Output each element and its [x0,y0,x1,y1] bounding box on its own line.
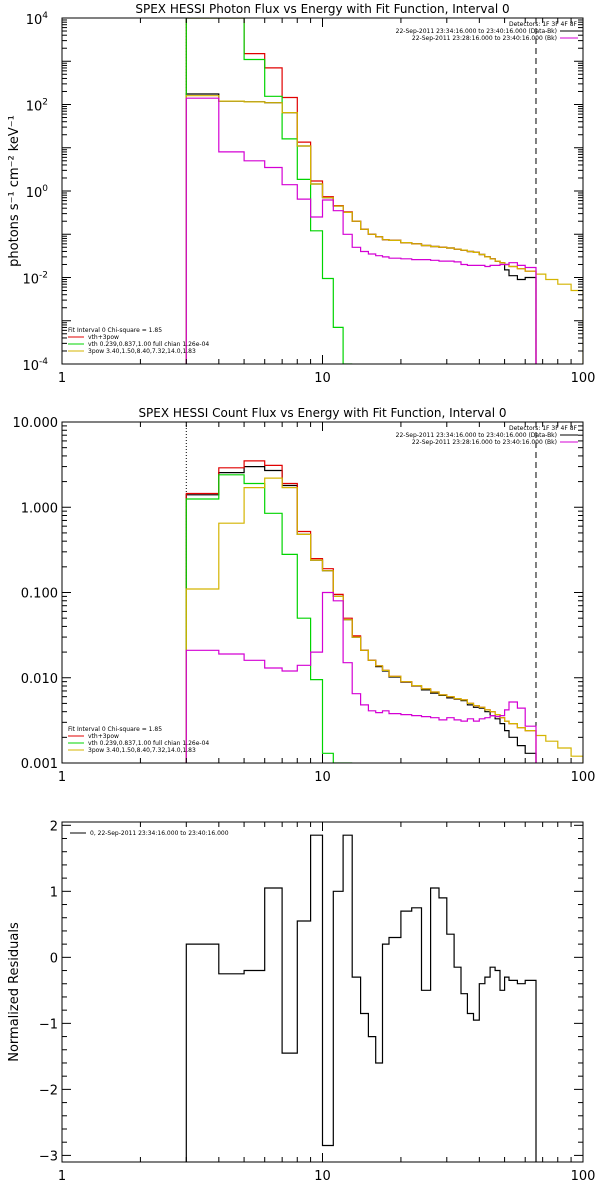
y-tick-label: 0.010 [21,672,58,687]
y-tick-label: 102 [26,98,48,115]
y-tick-exponent: -4 [39,357,48,367]
series-2-line [185,474,353,763]
y-tick-label: −3 [39,1149,58,1164]
legend-top-entry: 22-Sep-2011 23:34:16.000 to 23:40:16.000… [396,28,557,35]
y-tick-base: 10 [26,100,43,115]
legend-top-entry: 22-Sep-2011 23:28:16.000 to 23:40:16.000… [412,35,557,42]
y-tick-label: 10-2 [22,271,48,288]
x-tick-label: 1 [58,770,66,785]
series-3-line [185,477,583,763]
y-axis-label: photons s⁻¹ cm⁻² keV⁻¹ [7,115,22,267]
y-tick-label: 2 [50,819,58,834]
y-tick-label: 0.001 [21,757,58,772]
x-tick-label: 100 [571,371,596,386]
legend-bottom-entry: Fit Interval 0 Chi-square = 1.85 [68,327,162,334]
x-tick-label: 1 [58,1169,66,1184]
y-tick-label: 100 [26,184,49,201]
y-tick-label: −2 [39,1083,58,1098]
chart-title: SPEX HESSI Count Flux vs Energy with Fit… [138,406,506,420]
legend-top-entry: Detectors: 1F 3F 4F 8F [509,425,578,432]
legend-bottom-entry: vth+3pow [88,334,119,341]
series-4-line [185,97,537,364]
y-tick-label: 0 [50,951,58,966]
y-tick-label: −1 [39,1017,58,1032]
legend-top-entry: Detectors: 1F 3F 4F 8F [509,21,578,28]
legend-bottom-entry: Fit Interval 0 Chi-square = 1.85 [68,726,162,733]
series-1-line [185,460,537,763]
legend-bottom-entry: vth+3pow [88,733,119,740]
x-tick-label: 10 [314,770,331,785]
legend-top-entry: 22-Sep-2011 23:34:16.000 to 23:40:16.000… [396,432,557,439]
x-tick-label: 100 [571,1169,596,1184]
x-tick-label: 10 [314,371,331,386]
y-tick-exponent: 4 [42,11,48,21]
y-tick-label: 1 [50,885,58,900]
y-tick-base: 10 [26,186,43,201]
y-tick-base: 10 [26,13,43,28]
y-tick-label: 0.100 [21,587,58,602]
y-tick-exponent: 2 [42,98,48,108]
y-tick-base: 10 [22,359,39,374]
y-tick-exponent: -2 [39,271,48,281]
legend-bottom-entry: vth 0.239,0.837,1.00 full chian 1.26e-04 [88,341,209,348]
data-layer [185,834,537,1162]
y-tick-base: 10 [22,273,39,288]
panel-2: 1 10 100 −3 −2 −1 0 1 2 Normalized Residuals 0, 22… [7,819,595,1184]
legend-residual-entry: 0, 22-Sep-2011 23:34:16.000 to 23:40:16.… [90,830,229,837]
series-2-line [185,18,353,364]
panel-0: SPEX HESSI Photon Flux vs Energy with Fi… [7,2,595,386]
y-axis-label: Normalized Residuals [7,922,22,1062]
y-tick-exponent: 0 [42,184,48,194]
x-tick-label: 100 [571,770,596,785]
chart-title: SPEX HESSI Photon Flux vs Energy with Fi… [135,2,509,16]
legend-top-entry: 22-Sep-2011 23:28:16.000 to 23:40:16.000… [412,439,557,446]
data-layer [185,422,583,763]
y-tick-label: 10.000 [13,416,59,431]
legend-bottom-entry: 3pow 3.40,1.50,8.40,7.32,14.0,1.83 [88,348,196,355]
series-0-line [185,834,537,1162]
y-tick-label: 104 [26,11,49,28]
series-4-line [185,591,537,763]
series-3-line [185,95,583,364]
x-tick-label: 1 [58,371,66,386]
y-tick-label: 1.000 [21,501,58,516]
series-1-line [185,18,537,364]
x-tick-label: 10 [314,1169,331,1184]
legend-bottom-entry: vth 0.239,0.837,1.00 full chian 1.26e-04 [88,740,209,747]
legend-bottom-entry: 3pow 3.40,1.50,8.40,7.32,14.0,1.83 [88,747,196,754]
panel-1: SPEX HESSI Count Flux vs Energy with Fit… [13,406,596,785]
y-tick-label: 10-4 [22,357,48,374]
data-layer [185,18,583,364]
